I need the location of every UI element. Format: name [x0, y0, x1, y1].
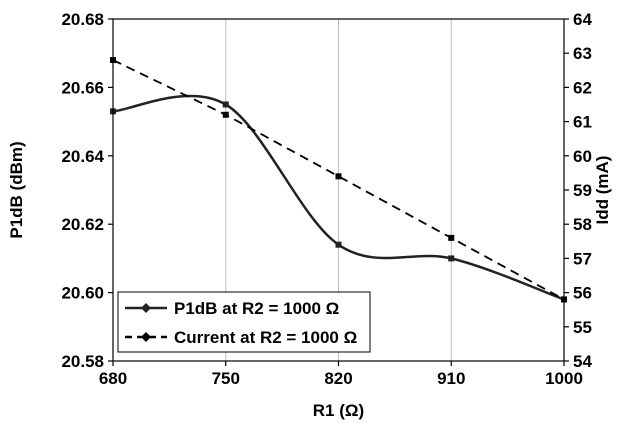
- legend-marker-current: [141, 332, 151, 342]
- legend: P1dB at R2 = 1000 Ω Current at R2 = 1000…: [117, 291, 371, 353]
- y-axis-label: P1dB (dBm): [7, 141, 26, 238]
- data-point: [448, 255, 455, 262]
- y2-tick-label: 62: [573, 78, 592, 97]
- ticks-layer: 680 750 820 910 1000 20.58 20.60 20.62 20.64 20.6…: [61, 10, 592, 388]
- data-point: [448, 234, 455, 241]
- legend-item-current: Current at R2 = 1000 Ω: [125, 328, 357, 347]
- y2-axis-label: Idd (mA): [593, 156, 612, 225]
- legend-label-current: Current at R2 = 1000 Ω: [174, 328, 357, 347]
- y-tick-label: 20.64: [61, 147, 104, 166]
- legend-item-p1db: P1dB at R2 = 1000 Ω: [125, 299, 339, 318]
- y-tick-label: 20.68: [61, 10, 104, 29]
- legend-box: [117, 291, 371, 353]
- y2-tick-label: 63: [573, 44, 592, 63]
- data-point: [222, 111, 229, 118]
- y-tick-label: 20.66: [61, 78, 104, 97]
- x-tick-label: 750: [212, 369, 240, 388]
- data-point: [335, 241, 342, 248]
- legend-marker-p1db: [141, 303, 151, 313]
- y2-tick-label: 64: [573, 10, 592, 29]
- y-tick-label: 20.60: [61, 284, 104, 303]
- series-line-current: [112, 59, 565, 301]
- y2-tick-label: 56: [573, 284, 592, 303]
- x-tick-label: 1000: [545, 369, 583, 388]
- legend-label-p1db: P1dB at R2 = 1000 Ω: [174, 299, 339, 318]
- y2-tick-label: 61: [573, 113, 592, 132]
- x-tick-label: 820: [324, 369, 352, 388]
- y-tick-label: 20.62: [61, 215, 104, 234]
- series-line-p1db: [112, 94, 565, 301]
- y2-tick-label: 55: [573, 318, 592, 337]
- data-point: [222, 101, 229, 108]
- x-tick-label: 680: [99, 369, 127, 388]
- x-axis-label: R1 (Ω): [313, 401, 364, 420]
- x-tick-label: 910: [437, 369, 465, 388]
- data-point: [335, 173, 342, 180]
- y2-tick-label: 60: [573, 147, 592, 166]
- y2-tick-label: 57: [573, 249, 592, 268]
- y2-tick-label: 54: [573, 352, 592, 371]
- y-tick-label: 20.58: [61, 352, 104, 371]
- y2-tick-label: 58: [573, 215, 592, 234]
- y2-tick-label: 59: [573, 181, 592, 200]
